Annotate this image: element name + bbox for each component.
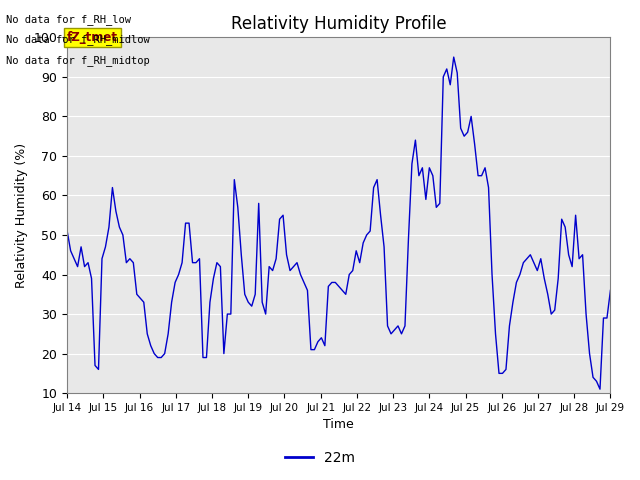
Title: Relativity Humidity Profile: Relativity Humidity Profile: [231, 15, 447, 33]
Text: No data for f_RH_low: No data for f_RH_low: [6, 14, 131, 25]
X-axis label: Time: Time: [323, 419, 354, 432]
Legend: 22m: 22m: [280, 445, 360, 471]
Text: fZ_tmet: fZ_tmet: [67, 31, 118, 44]
Text: No data for f_RH_midtop: No data for f_RH_midtop: [6, 55, 150, 66]
Y-axis label: Relativity Humidity (%): Relativity Humidity (%): [15, 143, 28, 288]
Text: No data for f_RH_midlow: No data for f_RH_midlow: [6, 35, 150, 46]
